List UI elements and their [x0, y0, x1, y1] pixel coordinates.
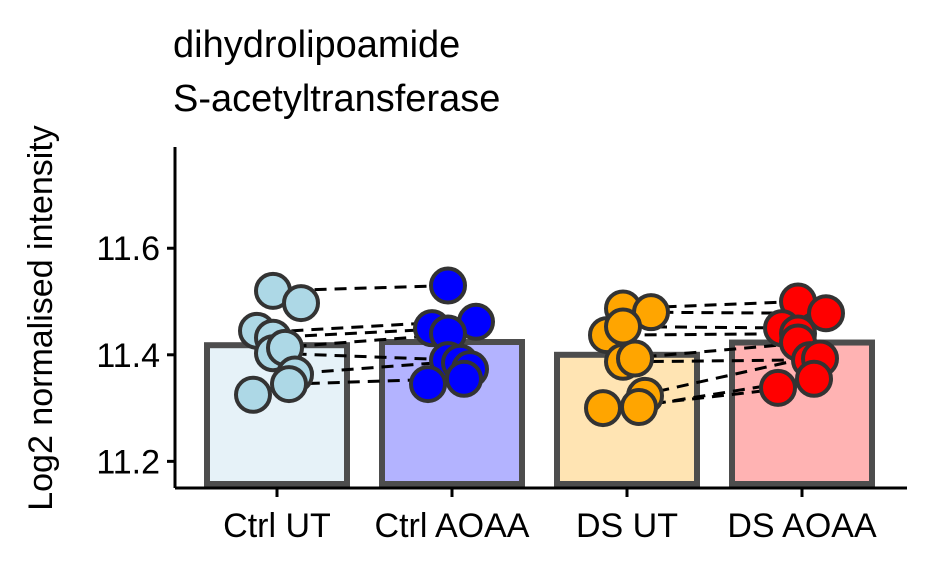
- data-point: [445, 359, 483, 398]
- chart-title-line: S-acetyltransferase: [173, 78, 500, 120]
- paired-line: [624, 331, 813, 337]
- x-tick-label: Ctrl UT: [223, 507, 331, 545]
- axes: [173, 147, 907, 490]
- paired-line: [287, 377, 455, 386]
- data-point: [270, 365, 308, 404]
- y-tick-label: 11.6: [96, 230, 160, 268]
- bar: [729, 339, 875, 487]
- x-ticks: Ctrl UT Ctrl AOAA DS UT DS AOAA: [223, 488, 877, 545]
- data-point: [759, 368, 797, 407]
- y-tick-label: 11.4: [96, 337, 160, 375]
- chart-title-line: dihydrolipoamide: [173, 24, 460, 66]
- data-point: [616, 339, 654, 378]
- y-tick-label: 11.2: [96, 443, 160, 481]
- data-point: [234, 375, 272, 414]
- paired-line: [631, 358, 788, 364]
- data-point: [584, 389, 622, 428]
- paired-line: [637, 357, 805, 398]
- x-tick-label: DS AOAA: [727, 507, 877, 545]
- points: [234, 266, 845, 428]
- paired-line: [274, 351, 460, 362]
- x-tick-label: DS UT: [576, 507, 678, 545]
- data-point: [795, 359, 833, 398]
- data-point: [409, 365, 447, 404]
- x-tick-label: Ctrl AOAA: [375, 507, 530, 545]
- paired-line: [291, 320, 450, 333]
- paired-line: [624, 341, 810, 361]
- y-ticks: 11.2 11.4 11.6: [96, 230, 175, 481]
- data-point: [620, 388, 658, 427]
- data-point: [807, 294, 845, 333]
- data-point: [429, 266, 467, 305]
- data-point: [282, 284, 320, 323]
- paired-line: [274, 331, 463, 350]
- y-axis-label: Log2 normalised intensity: [22, 125, 60, 511]
- chart-title: dihydrolipoamide S-acetyltransferase: [173, 24, 500, 120]
- data-point: [604, 307, 642, 346]
